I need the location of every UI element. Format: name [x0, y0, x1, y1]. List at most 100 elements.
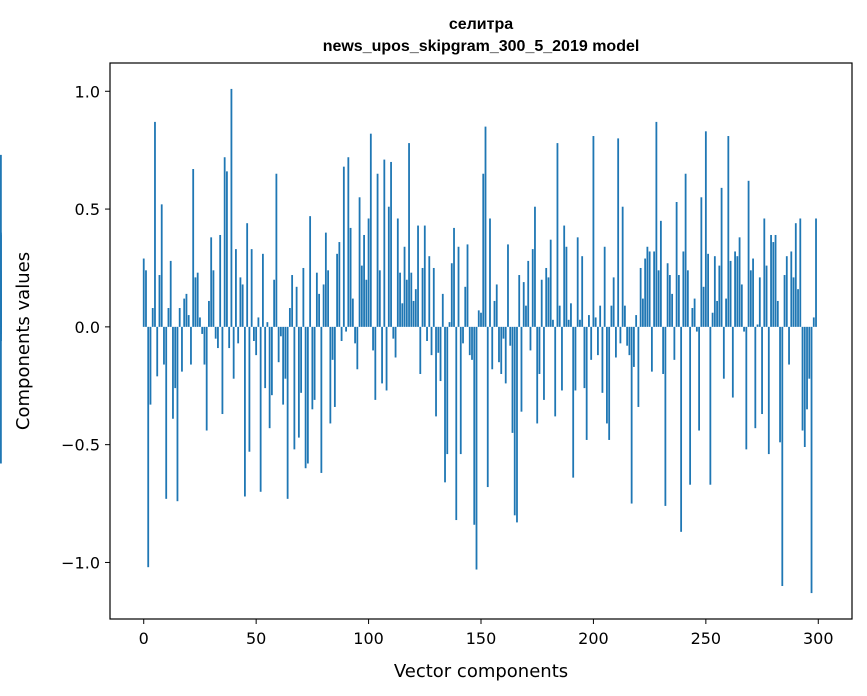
bar-296	[808, 326, 811, 379]
bar-261	[729, 260, 732, 327]
bar-270	[749, 270, 752, 327]
chart-title-line1: селитра	[449, 16, 513, 33]
bar-294	[803, 326, 806, 448]
bar-132	[439, 326, 442, 382]
bar-252	[709, 326, 712, 485]
bar-152	[484, 126, 487, 327]
bar-64	[286, 326, 289, 499]
y-tick-label-0: −1.0	[61, 553, 100, 572]
bar-71	[302, 267, 305, 327]
bar-264	[736, 256, 739, 327]
bar-238	[677, 275, 680, 327]
bar-211	[617, 138, 620, 327]
bar-171	[527, 260, 530, 327]
bar-277	[765, 265, 768, 327]
bar-225	[648, 251, 651, 327]
bar-43	[239, 277, 242, 327]
bar-235	[671, 293, 674, 327]
bar-208	[610, 305, 613, 327]
bar-223	[644, 258, 647, 327]
bar-297	[810, 326, 813, 594]
bar-283	[779, 326, 781, 443]
bar-170	[525, 305, 527, 327]
bar-66	[291, 275, 294, 327]
bar-174	[534, 206, 536, 327]
bar-178	[543, 326, 545, 400]
bar-undefined	[0, 234, 2, 327]
bar-146	[471, 326, 473, 360]
bar-90	[345, 326, 347, 332]
bar-186	[561, 326, 563, 391]
bar-112	[394, 326, 397, 358]
bar-273	[756, 324, 759, 327]
bar-135	[446, 326, 449, 455]
bar-286	[785, 256, 788, 327]
x-tick-label-0: 0	[139, 629, 149, 648]
bar-53	[262, 253, 264, 327]
bar-165	[513, 326, 516, 516]
bar-177	[540, 279, 543, 327]
bar-217	[630, 326, 633, 504]
x-axis: 0 50 100 150 200 250 300	[139, 619, 834, 648]
bar-114	[399, 272, 401, 327]
x-tick-label-100: 100	[353, 629, 384, 648]
bar-27	[203, 326, 206, 365]
bar-86	[336, 253, 338, 327]
bar-192	[574, 326, 577, 391]
bar-212	[619, 326, 622, 344]
bar-12	[169, 260, 172, 327]
bar-91	[347, 157, 350, 327]
bar-75	[311, 326, 314, 410]
bar-219	[635, 315, 638, 327]
bar-289	[792, 277, 795, 327]
bar-250	[704, 131, 707, 327]
bar-282	[776, 300, 779, 327]
bar-107	[383, 159, 386, 327]
bar-126	[426, 326, 428, 341]
bar-206	[606, 326, 608, 424]
bar-22	[192, 169, 195, 327]
bar-3	[149, 326, 152, 405]
bar-31	[212, 270, 215, 327]
bar-284	[781, 326, 784, 587]
bar-76	[313, 326, 316, 400]
bar-292	[799, 218, 802, 327]
bar-215	[626, 326, 629, 346]
bar-216	[628, 326, 631, 356]
bar-221	[639, 267, 642, 327]
bar-291	[797, 289, 799, 327]
bar-104	[376, 173, 379, 327]
bar-113	[396, 218, 399, 327]
bar-228	[655, 121, 658, 327]
bar-164	[511, 326, 514, 433]
bar-72	[304, 326, 307, 469]
bar-224	[646, 246, 649, 327]
bar-82	[327, 270, 329, 327]
bar-16	[178, 308, 181, 327]
bar-128	[430, 326, 433, 356]
bar-214	[624, 305, 626, 327]
bar-33	[217, 326, 219, 349]
bar-30	[210, 237, 213, 327]
bar-237	[675, 202, 678, 327]
bar-70	[300, 326, 303, 393]
y-tick-label-3: 0.5	[75, 200, 100, 219]
bar-0	[142, 258, 145, 327]
bar-54	[264, 326, 267, 389]
x-tick-label-250: 250	[691, 629, 722, 648]
bar-167	[518, 275, 521, 327]
bar-38	[228, 326, 231, 349]
x-tick-label-150: 150	[466, 629, 497, 648]
bar-42	[237, 326, 240, 344]
bar-248	[700, 197, 703, 327]
bar-274	[758, 277, 761, 327]
bar-209	[612, 277, 615, 327]
bar-244	[691, 308, 694, 327]
bar-62	[282, 326, 285, 405]
bar-137	[450, 263, 453, 327]
bar-88	[340, 326, 343, 341]
bar-65	[288, 308, 291, 327]
bar-undefined	[0, 326, 2, 334]
bar-184	[556, 143, 559, 327]
